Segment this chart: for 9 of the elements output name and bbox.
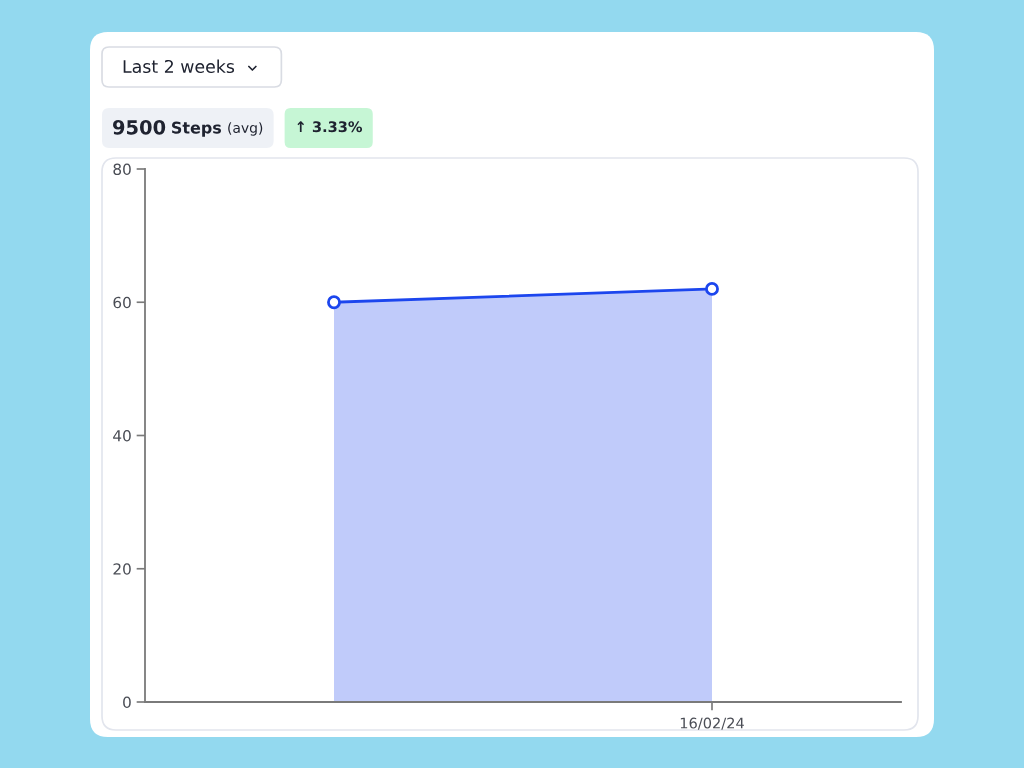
y-tick-label: 0 [123, 696, 131, 709]
x-tick-label: 16/02/24 [680, 717, 744, 730]
chart-title: 9500 Steps (avg) [113, 119, 263, 137]
y-tick-label: 40 [113, 429, 131, 442]
text: ↑ 3.33% [297, 121, 363, 133]
y-tick-label: 80 [113, 163, 131, 176]
chart-subtitle: Last 2 weeks [123, 59, 235, 74]
y-tick-label: 20 [113, 563, 131, 575]
y-tick-label: 60 [113, 296, 131, 309]
